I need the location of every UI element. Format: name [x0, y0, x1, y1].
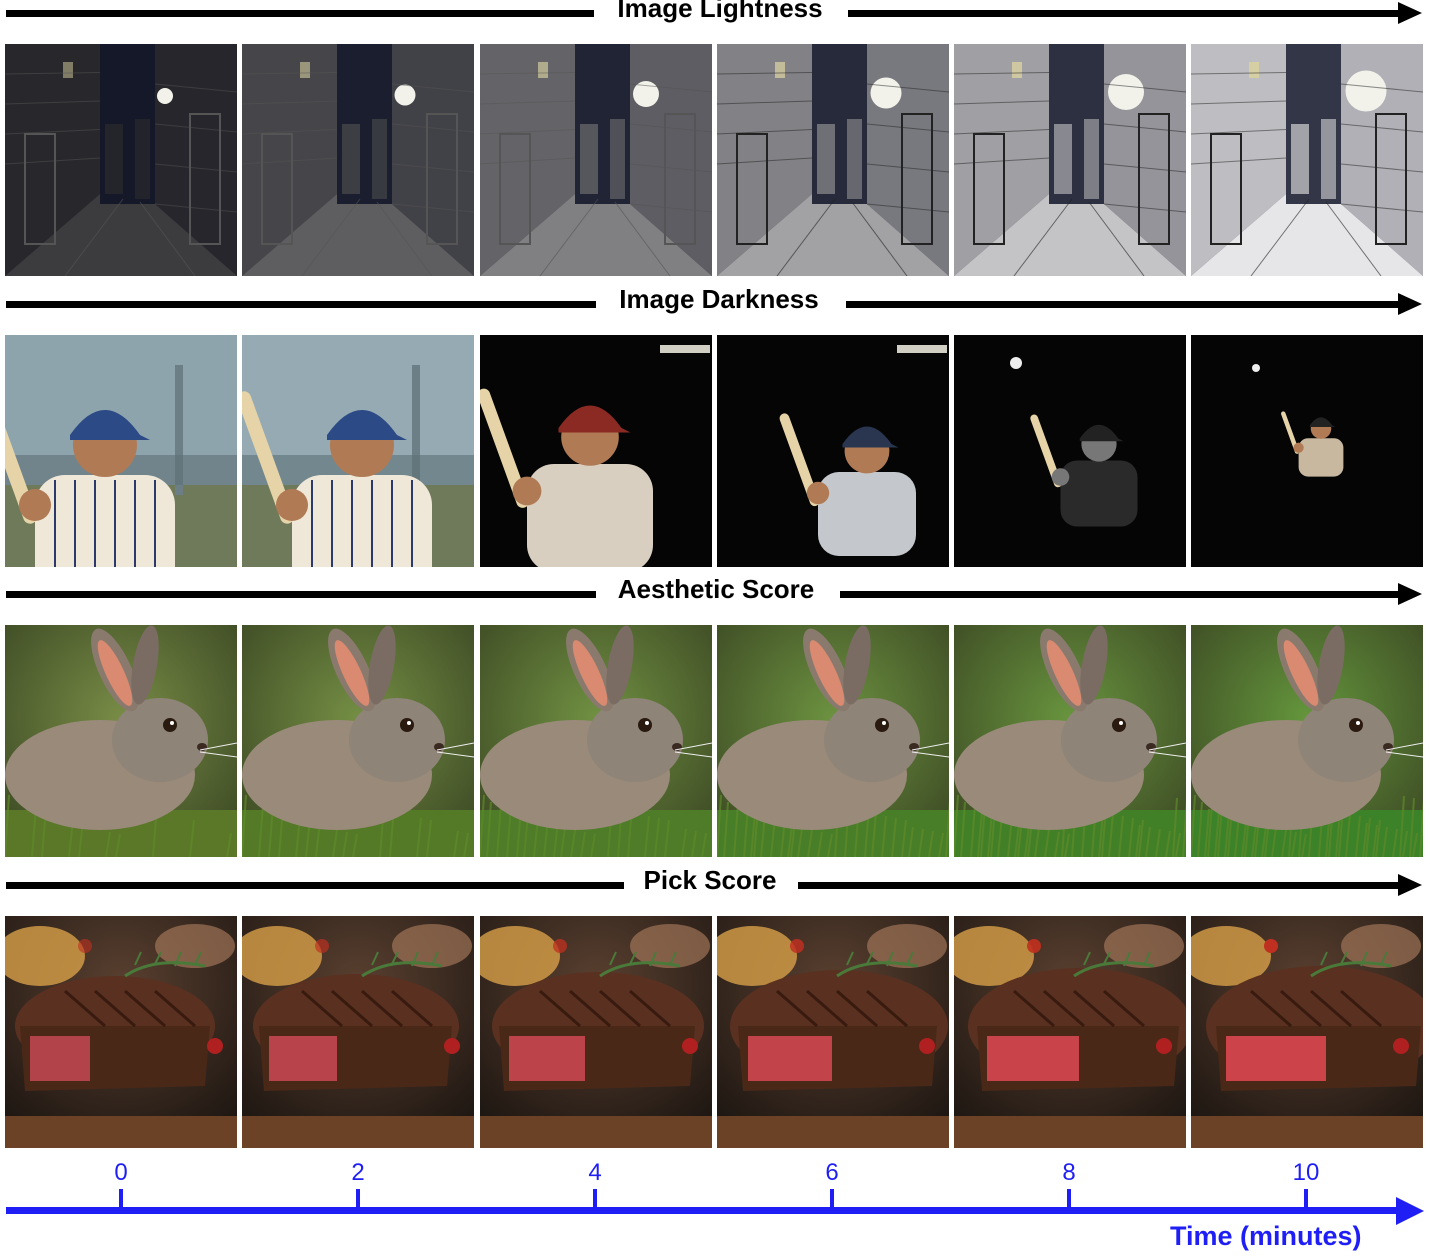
rabbit-image-2: [242, 625, 474, 857]
baseball-player-image-4: [717, 335, 949, 567]
alley-night-image-5: [954, 44, 1186, 276]
alley-night-image-1: [5, 44, 237, 276]
steak-image-6: [1191, 916, 1423, 1148]
time-axis-line: [6, 1207, 1398, 1214]
alley-night-image-6: [1191, 44, 1423, 276]
arrow-line-right: [848, 10, 1400, 17]
arrow-line-right: [798, 882, 1400, 889]
arrow-line-left: [6, 301, 596, 308]
rabbit-image-6: [1191, 625, 1423, 857]
rabbit-image-3: [480, 625, 712, 857]
steak-image-3: [480, 916, 712, 1148]
steak-image-1: [5, 916, 237, 1148]
arrow-line-left: [6, 10, 594, 17]
time-tick-label: 6: [825, 1159, 839, 1186]
arrow-line-right: [846, 301, 1400, 308]
row-label: Pick Score: [643, 865, 777, 895]
arrow-line-left: [6, 882, 624, 889]
time-axis: 0 2 4 6 8 10 Time (minutes): [0, 1155, 1430, 1256]
alley-night-image-2: [242, 44, 474, 276]
rabbit-image-5: [954, 625, 1186, 857]
time-axis-title: Time (minutes): [1170, 1221, 1362, 1251]
rabbit-image-1: [5, 625, 237, 857]
time-tick-label: 4: [588, 1159, 602, 1186]
arrow-line-left: [6, 591, 596, 598]
time-axis-arrow-icon: [1396, 1197, 1424, 1225]
time-tick: [593, 1189, 597, 1211]
baseball-player-image-6: [1191, 335, 1423, 567]
time-tick: [119, 1189, 123, 1211]
alley-night-image-3: [480, 44, 712, 276]
arrow-head-icon: [1398, 2, 1422, 24]
row-label: Aesthetic Score: [617, 574, 815, 604]
time-tick-label: 2: [351, 1159, 365, 1186]
baseball-player-image-1: [5, 335, 237, 567]
time-tick: [1304, 1189, 1308, 1211]
rabbit-image-4: [717, 625, 949, 857]
steak-image-4: [717, 916, 949, 1148]
time-tick: [830, 1189, 834, 1211]
row-title-2: Image Darkness: [0, 284, 1430, 324]
baseball-player-image-5: [954, 335, 1186, 567]
alley-night-image-4: [717, 44, 949, 276]
steak-image-5: [954, 916, 1186, 1148]
time-tick-label: 0: [114, 1159, 128, 1186]
time-tick-label: 8: [1062, 1159, 1076, 1186]
arrow-head-icon: [1398, 583, 1422, 605]
steak-image-2: [242, 916, 474, 1148]
row-title-3: Aesthetic Score: [0, 574, 1430, 614]
arrow-head-icon: [1398, 874, 1422, 896]
row-label: Image Darkness: [619, 284, 819, 314]
arrow-line-right: [840, 591, 1400, 598]
baseball-player-image-2: [242, 335, 474, 567]
row-title-1: Image Lightness: [0, 0, 1430, 33]
arrow-head-icon: [1398, 293, 1422, 315]
time-tick-label: 10: [1292, 1159, 1320, 1186]
row-title-4: Pick Score: [0, 865, 1430, 905]
row-label: Image Lightness: [617, 0, 823, 23]
time-tick: [1067, 1189, 1071, 1211]
baseball-player-image-3: [480, 335, 712, 567]
time-tick: [356, 1189, 360, 1211]
